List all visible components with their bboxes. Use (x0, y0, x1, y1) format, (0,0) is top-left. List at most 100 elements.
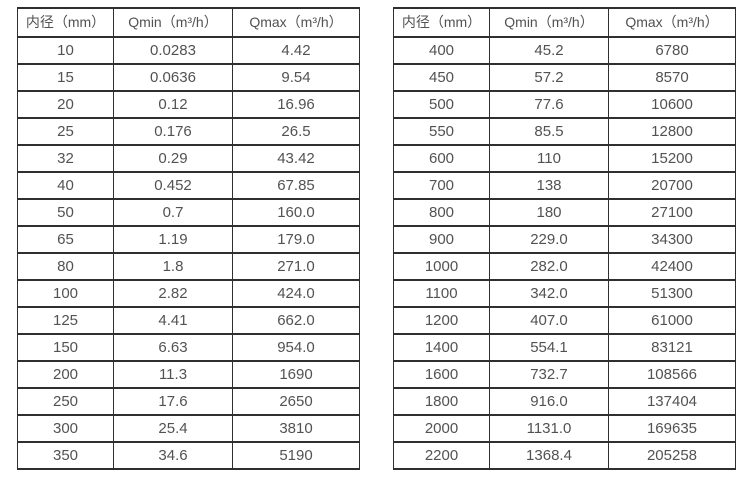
table-cell: 25 (17, 117, 114, 146)
table-cell: 250 (17, 387, 114, 416)
table-row: 1800 916.0 137404 (393, 387, 736, 416)
table-cell: 0.452 (113, 171, 233, 200)
table-row: 600 110 15200 (393, 144, 736, 173)
table-cell: 282.0 (489, 252, 609, 281)
table-cell: 424.0 (232, 279, 360, 308)
table-cell: 4.41 (113, 306, 233, 335)
table-body: 10 0.0283 4.42 15 0.0636 9.54 20 0.12 16.96 25 0.1… (17, 36, 360, 470)
table-row: 65 1.19 179.0 (17, 225, 360, 254)
table-cell: 2650 (232, 387, 360, 416)
table-row: 1100 342.0 51300 (393, 279, 736, 308)
table-cell: 800 (393, 198, 490, 227)
table-row: 350 34.6 5190 (17, 441, 360, 470)
table-cell: 100 (17, 279, 114, 308)
table-row: 2000 1131.0 169635 (393, 414, 736, 443)
table-cell: 407.0 (489, 306, 609, 335)
table-cell: 67.85 (232, 171, 360, 200)
table-cell: 450 (393, 63, 490, 92)
tables-container: 内径（mm） Qmin（m³/h） Qmax（m³/h） 10 0.0283 4.4… (17, 7, 736, 470)
table-cell: 32 (17, 144, 114, 173)
table-cell: 12800 (608, 117, 736, 146)
table-cell: 1131.0 (489, 414, 609, 443)
table-row: 200 11.3 1690 (17, 360, 360, 389)
table-row: 700 138 20700 (393, 171, 736, 200)
col-header-qmin: Qmin（m³/h） (489, 7, 609, 38)
table-cell: 3810 (232, 414, 360, 443)
table-cell: 229.0 (489, 225, 609, 254)
table-cell: 342.0 (489, 279, 609, 308)
table-cell: 43.42 (232, 144, 360, 173)
table-cell: 732.7 (489, 360, 609, 389)
table-cell: 554.1 (489, 333, 609, 362)
table-cell: 1100 (393, 279, 490, 308)
table-cell: 2200 (393, 441, 490, 470)
table-cell: 26.5 (232, 117, 360, 146)
table-cell: 16.96 (232, 90, 360, 119)
table-row: 900 229.0 34300 (393, 225, 736, 254)
table-cell: 1690 (232, 360, 360, 389)
table-cell: 45.2 (489, 36, 609, 65)
table-cell: 11.3 (113, 360, 233, 389)
table-cell: 10600 (608, 90, 736, 119)
table-cell: 5190 (232, 441, 360, 470)
table-row: 25 0.176 26.5 (17, 117, 360, 146)
table-row: 1200 407.0 61000 (393, 306, 736, 335)
table-row: 1000 282.0 42400 (393, 252, 736, 281)
col-header-qmin: Qmin（m³/h） (113, 7, 233, 38)
table-row: 125 4.41 662.0 (17, 306, 360, 335)
table-row: 80 1.8 271.0 (17, 252, 360, 281)
table-cell: 0.0283 (113, 36, 233, 65)
table-cell: 83121 (608, 333, 736, 362)
table-row: 100 2.82 424.0 (17, 279, 360, 308)
flow-table-small-diameters: 内径（mm） Qmin（m³/h） Qmax（m³/h） 10 0.0283 4.4… (17, 7, 360, 470)
col-header-inner-diameter: 内径（mm） (393, 7, 490, 38)
table-row: 15 0.0636 9.54 (17, 63, 360, 92)
table-cell: 80 (17, 252, 114, 281)
table-row: 20 0.12 16.96 (17, 90, 360, 119)
table-cell: 15 (17, 63, 114, 92)
flow-table-large-diameters: 内径（mm） Qmin（m³/h） Qmax（m³/h） 400 45.2 6780… (393, 7, 736, 470)
table-cell: 40 (17, 171, 114, 200)
table-row: 500 77.6 10600 (393, 90, 736, 119)
table-cell: 1400 (393, 333, 490, 362)
table-body: 400 45.2 6780 450 57.2 8570 500 77.6 10600 550 85.… (393, 36, 736, 470)
table-cell: 160.0 (232, 198, 360, 227)
table-cell: 27100 (608, 198, 736, 227)
table-cell: 550 (393, 117, 490, 146)
table-cell: 169635 (608, 414, 736, 443)
table-row: 800 180 27100 (393, 198, 736, 227)
header-row: 内径（mm） Qmin（m³/h） Qmax（m³/h） (17, 7, 360, 38)
table-cell: 1800 (393, 387, 490, 416)
table-row: 400 45.2 6780 (393, 36, 736, 65)
table-row: 250 17.6 2650 (17, 387, 360, 416)
table-cell: 25.4 (113, 414, 233, 443)
col-header-qmax: Qmax（m³/h） (608, 7, 736, 38)
table-cell: 10 (17, 36, 114, 65)
table-cell: 6780 (608, 36, 736, 65)
table-cell: 1000 (393, 252, 490, 281)
table-cell: 2.82 (113, 279, 233, 308)
table-cell: 916.0 (489, 387, 609, 416)
table-cell: 4.42 (232, 36, 360, 65)
table-cell: 34.6 (113, 441, 233, 470)
table-cell: 20700 (608, 171, 736, 200)
col-header-qmax: Qmax（m³/h） (232, 7, 360, 38)
table-cell: 662.0 (232, 306, 360, 335)
table-cell: 0.12 (113, 90, 233, 119)
col-header-inner-diameter: 内径（mm） (17, 7, 114, 38)
table-cell: 954.0 (232, 333, 360, 362)
table-cell: 6.63 (113, 333, 233, 362)
table-cell: 108566 (608, 360, 736, 389)
table-cell: 110 (489, 144, 609, 173)
table-cell: 200 (17, 360, 114, 389)
table-cell: 0.176 (113, 117, 233, 146)
table-cell: 20 (17, 90, 114, 119)
table-cell: 57.2 (489, 63, 609, 92)
table-row: 450 57.2 8570 (393, 63, 736, 92)
table-cell: 300 (17, 414, 114, 443)
table-cell: 205258 (608, 441, 736, 470)
table-cell: 65 (17, 225, 114, 254)
table-cell: 77.6 (489, 90, 609, 119)
table-cell: 0.7 (113, 198, 233, 227)
